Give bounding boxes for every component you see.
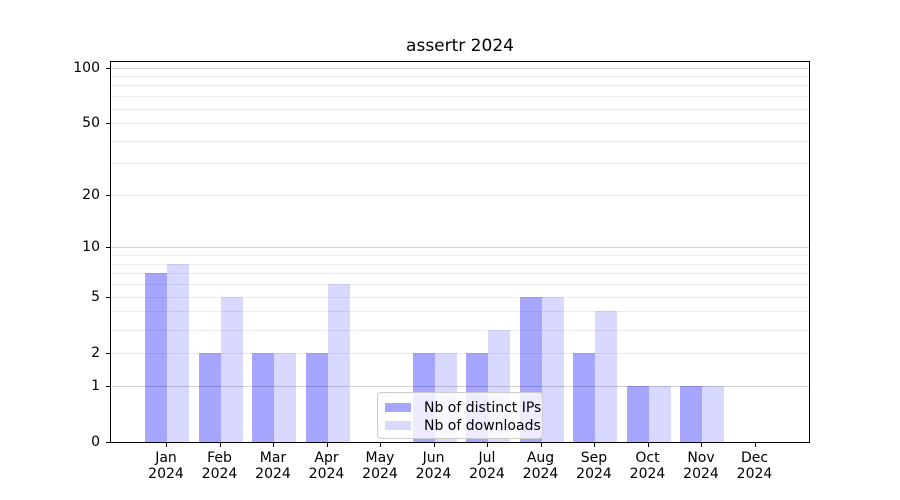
gridline-minor: [111, 255, 809, 257]
y-axis-tick: [106, 67, 110, 69]
chart-title: assertr 2024: [406, 36, 514, 56]
bar-distinct-ips-oct-2024: [626, 385, 649, 442]
grid-layer: [111, 62, 809, 442]
x-axis-tick: [380, 443, 381, 447]
bar-downloads-jan-2024: [167, 263, 189, 442]
y-axis-tick: [106, 123, 110, 125]
gridline-minor: [111, 352, 809, 354]
y-axis-label: 10: [82, 239, 100, 256]
bar-downloads-apr-2024: [327, 284, 350, 442]
x-axis-tick: [433, 443, 435, 447]
x-axis-tick: [487, 443, 488, 447]
gridline-minor: [111, 108, 809, 110]
gridline-minor: [111, 284, 809, 286]
x-axis: Jan 2024 Feb 2024 Mar 2024 Apr 2024 May 2024 Jun 20…: [110, 443, 810, 498]
x-axis-tick: [594, 443, 595, 447]
gridline-minor: [111, 96, 809, 98]
bar-distinct-ips-feb-2024: [198, 352, 221, 442]
x-axis-tick: [540, 443, 542, 447]
plot-area: [110, 61, 810, 443]
gridline-minor: [111, 85, 809, 87]
bar-downloads-sep-2024: [595, 311, 617, 442]
y-axis-label: 100: [73, 59, 100, 76]
y-axis-tick: [106, 442, 110, 443]
gridline-minor: [111, 195, 809, 196]
y-axis-tick: [106, 385, 110, 387]
gridline-major: [111, 67, 809, 69]
legend-row-downloads: Nb of downloads: [385, 417, 542, 434]
x-axis-label: Feb 2024: [201, 450, 238, 482]
x-axis-tick: [273, 443, 274, 447]
gridline-minor: [111, 273, 809, 275]
x-axis-tick: [701, 443, 702, 447]
y-axis-label: 2: [91, 344, 100, 361]
gridline-major: [111, 385, 809, 387]
bar-downloads-nov-2024: [702, 385, 724, 442]
y-axis-tick: [106, 195, 110, 196]
y-axis-label: 1: [91, 377, 100, 394]
gridline-minor: [111, 263, 809, 265]
y-axis-tick: [106, 352, 110, 354]
bar-distinct-ips-mar-2024: [252, 352, 274, 442]
y-axis-tick: [106, 247, 110, 249]
gridline-minor: [111, 140, 809, 142]
legend: Nb of distinct IPs Nb of downloads: [377, 392, 543, 439]
x-axis-label: Oct 2024: [629, 450, 666, 482]
legend-swatch-downloads: [385, 421, 411, 430]
bar-downloads-aug-2024: [541, 296, 564, 442]
x-axis-tick: [754, 443, 756, 447]
x-axis-label: Nov 2024: [683, 450, 719, 482]
gridline-major: [111, 247, 809, 249]
bar-downloads-mar-2024: [274, 352, 296, 442]
y-axis-label: 20: [82, 187, 100, 203]
x-axis-label: Jul 2024: [469, 450, 505, 482]
y-axis-tick: [106, 296, 110, 298]
bar-downloads-oct-2024: [648, 385, 671, 442]
legend-swatch-distinct-ips: [385, 403, 411, 412]
x-axis-label: Jan 2024: [148, 450, 184, 482]
x-axis-tick: [647, 443, 649, 447]
bar-distinct-ips-apr-2024: [305, 352, 328, 442]
bar-distinct-ips-jan-2024: [145, 273, 167, 442]
gridline-minor: [111, 123, 809, 125]
gridline-minor: [111, 76, 809, 78]
x-axis-label: Dec 2024: [736, 450, 773, 482]
x-axis-label: Jun 2024: [415, 450, 452, 482]
y-axis-label: 50: [82, 115, 100, 132]
y-axis: 0 1 2 5 10 20 50 100: [0, 59, 110, 450]
x-axis-label: May 2024: [362, 450, 398, 482]
legend-row-distinct-ips: Nb of distinct IPs: [385, 399, 542, 416]
legend-label-distinct-ips: Nb of distinct IPs: [424, 399, 542, 416]
x-axis-label: Sep 2024: [576, 450, 612, 482]
gridline-minor: [111, 311, 809, 313]
x-axis-tick: [219, 443, 221, 447]
gridline-minor: [111, 329, 809, 331]
bars-layer: [111, 62, 809, 442]
legend-label-downloads: Nb of downloads: [424, 417, 541, 434]
x-axis-label: Aug 2024: [522, 450, 559, 482]
x-axis-tick: [326, 443, 328, 447]
x-axis-label: Mar 2024: [255, 450, 291, 482]
bar-distinct-ips-sep-2024: [573, 352, 595, 442]
x-axis-label: Apr 2024: [308, 450, 345, 482]
gridline-minor: [111, 296, 809, 298]
y-axis-label: 0: [91, 434, 100, 450]
bar-distinct-ips-nov-2024: [680, 385, 702, 442]
x-axis-tick: [166, 443, 167, 447]
gridline-minor: [111, 163, 809, 165]
bar-downloads-feb-2024: [220, 296, 243, 442]
y-axis-label: 5: [91, 288, 100, 305]
